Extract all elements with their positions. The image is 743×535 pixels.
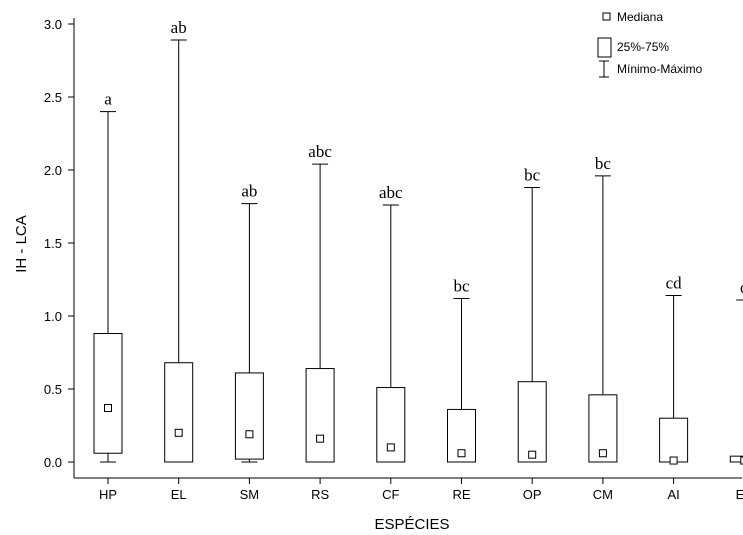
x-tick-label: SM	[240, 487, 260, 502]
iqr-box	[164, 362, 194, 463]
significance-letters: ab	[171, 18, 187, 37]
median-marker	[104, 403, 112, 412]
box-group-cf: abc	[376, 183, 406, 463]
median-marker	[245, 430, 254, 439]
legend-median-label: Mediana	[617, 10, 663, 24]
legend-box-label: 25%-75%	[617, 40, 669, 54]
x-tick-label: CM	[593, 487, 613, 502]
x-tick-label: AI	[667, 487, 679, 502]
y-ticks: 0.0 0.5 1.0 1.5 2.0 2.5 3.0	[44, 17, 74, 470]
y-tick-label: 1.5	[44, 236, 62, 251]
y-tick-label: 2.0	[44, 163, 62, 178]
median-marker	[386, 443, 395, 452]
axes	[73, 18, 742, 479]
significance-letters: cd	[666, 274, 683, 293]
y-tick-label: 1.0	[44, 309, 62, 324]
median-marker	[316, 434, 325, 443]
box-group-rs: abc	[305, 142, 335, 463]
median-marker	[457, 449, 466, 458]
legend-box-marker	[597, 37, 612, 58]
iqr-box	[517, 381, 547, 463]
significance-letters: abc	[379, 183, 403, 202]
significance-letters: d	[740, 278, 743, 297]
median-marker	[669, 456, 678, 465]
boxes: a ab ab abc abc bc bc bc cd d	[93, 18, 743, 465]
median-marker	[528, 450, 537, 459]
x-tick-label: RE	[452, 487, 470, 502]
box-group-el: ab	[164, 18, 194, 463]
box-group-eb: d	[729, 278, 743, 465]
significance-letters: bc	[453, 276, 470, 295]
x-tick-label: RS	[311, 487, 329, 502]
iqr-box	[234, 372, 264, 460]
significance-letters: bc	[595, 154, 612, 173]
x-tick-label: EB	[736, 487, 743, 502]
x-tick-label: CF	[382, 487, 399, 502]
median-marker	[740, 456, 743, 465]
iqr-box	[729, 455, 743, 463]
y-tick-label: 0.5	[44, 382, 62, 397]
median-marker	[174, 428, 183, 437]
iqr-box	[93, 333, 123, 454]
box-group-hp: a	[93, 90, 123, 463]
box-group-cm: bc	[588, 154, 618, 463]
y-tick-label: 2.5	[44, 90, 62, 105]
x-tick-label: EL	[171, 487, 187, 502]
x-tick-label: HP	[99, 487, 117, 502]
box-group-sm: ab	[234, 182, 264, 463]
legend: Mediana 25%-75% Mínimo-Máximo	[597, 10, 703, 78]
y-tick-label: 3.0	[44, 17, 62, 32]
significance-letters: bc	[524, 166, 541, 185]
box-group-op: bc	[517, 166, 547, 463]
legend-whisker-label: Mínimo-Máximo	[617, 62, 703, 76]
box-group-re: bc	[447, 276, 476, 463]
iqr-box	[659, 417, 689, 463]
median-marker	[598, 449, 607, 458]
significance-letters: a	[104, 90, 112, 109]
x-tick-label: OP	[523, 487, 542, 502]
x-axis-title: ESPÉCIES	[374, 516, 449, 533]
x-ticks: HP EL SM RS CF RE OP CM AI EB	[99, 478, 743, 502]
iqr-box	[305, 368, 335, 463]
box-group-ai: cd	[659, 274, 689, 465]
y-tick-label: 0.0	[44, 455, 62, 470]
significance-letters: abc	[308, 142, 332, 161]
significance-letters: ab	[241, 182, 257, 201]
y-axis-title: IH - LCA	[13, 215, 30, 273]
legend-median-marker	[602, 12, 611, 21]
